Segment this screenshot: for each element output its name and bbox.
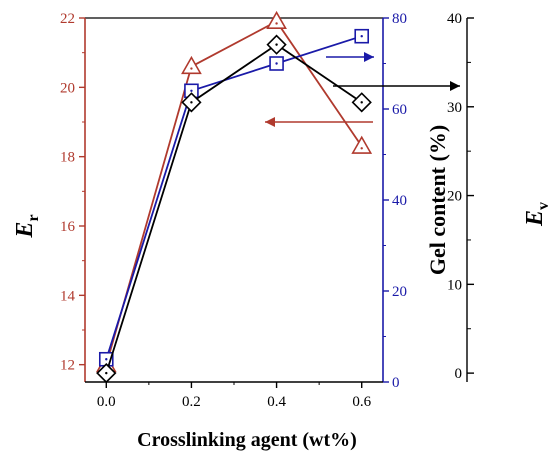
ev-axis-arrow-head bbox=[450, 81, 460, 91]
gel-series-point-dot bbox=[105, 358, 108, 361]
ev-tick-label: 40 bbox=[447, 11, 462, 27]
x-tick-label: 0.4 bbox=[267, 394, 286, 410]
gel-series-line bbox=[105, 35, 362, 360]
ev-series-point-dot bbox=[360, 101, 363, 104]
er-series-point bbox=[266, 10, 287, 30]
er-tick-label: 12 bbox=[60, 358, 75, 374]
x-tick-label: 0.0 bbox=[97, 394, 116, 410]
er-axis-title-main: E bbox=[12, 222, 38, 239]
er-series-point-dot bbox=[190, 67, 193, 70]
gel-content-axis-title: Gel content (%) bbox=[425, 125, 450, 275]
er-series-line bbox=[105, 20, 363, 365]
er-tick-label: 20 bbox=[60, 80, 75, 96]
er-series-point-dot bbox=[360, 147, 363, 150]
er-axis-title: Er bbox=[12, 214, 42, 238]
er-tick-label: 22 bbox=[60, 11, 75, 27]
ev-tick-label: 0 bbox=[455, 366, 463, 382]
gel-tick-label: 80 bbox=[392, 11, 407, 27]
ev-axis-title-sub: v bbox=[535, 202, 550, 210]
ev-tick-label: 30 bbox=[447, 100, 462, 116]
er-axis-arrow-head bbox=[265, 117, 275, 127]
er-axis-title-sub: r bbox=[25, 214, 42, 221]
er-series-point bbox=[181, 55, 202, 75]
gel-axis-arrow-head bbox=[364, 52, 374, 62]
gel-series-point-dot bbox=[275, 62, 278, 65]
x-axis: 0.0 0.2 0.4 0.6 bbox=[85, 381, 383, 410]
ev-series-point-dot bbox=[190, 101, 193, 104]
ev-series-line bbox=[105, 43, 363, 374]
er-series-point bbox=[351, 135, 373, 154]
gel-tick-label: 0 bbox=[392, 375, 400, 391]
x-axis-title: Crosslinking agent (wt%) bbox=[137, 429, 357, 451]
ev-axis-title: Ev bbox=[522, 202, 550, 227]
gel-series-point-dot bbox=[360, 35, 363, 38]
er-series-point-dot bbox=[275, 22, 278, 25]
gel-tick-label: 40 bbox=[392, 193, 407, 209]
ev-axis-title-main: E bbox=[522, 210, 548, 227]
x-tick-label: 0.2 bbox=[182, 394, 201, 410]
ev-series-point-dot bbox=[275, 43, 278, 46]
er-tick-label: 18 bbox=[60, 150, 75, 166]
gel-tick-label: 20 bbox=[392, 284, 407, 300]
er-tick-label: 14 bbox=[60, 288, 76, 304]
ev-axis: 0 10 20 30 40 bbox=[447, 11, 474, 382]
gel-content-axis: 0 20 40 60 80 bbox=[382, 11, 407, 391]
series-layer bbox=[95, 10, 373, 384]
ev-tick-label: 10 bbox=[447, 277, 462, 293]
gel-tick-label: 60 bbox=[392, 102, 407, 118]
er-axis: 12 14 16 18 20 22 bbox=[60, 11, 86, 382]
ev-tick-label: 20 bbox=[447, 189, 462, 205]
ev-series-point-dot bbox=[105, 371, 108, 375]
gel-series-point-dot bbox=[190, 89, 193, 93]
x-tick-label: 0.6 bbox=[352, 394, 371, 410]
annotation-arrows bbox=[265, 52, 460, 127]
er-tick-label: 16 bbox=[60, 219, 76, 235]
